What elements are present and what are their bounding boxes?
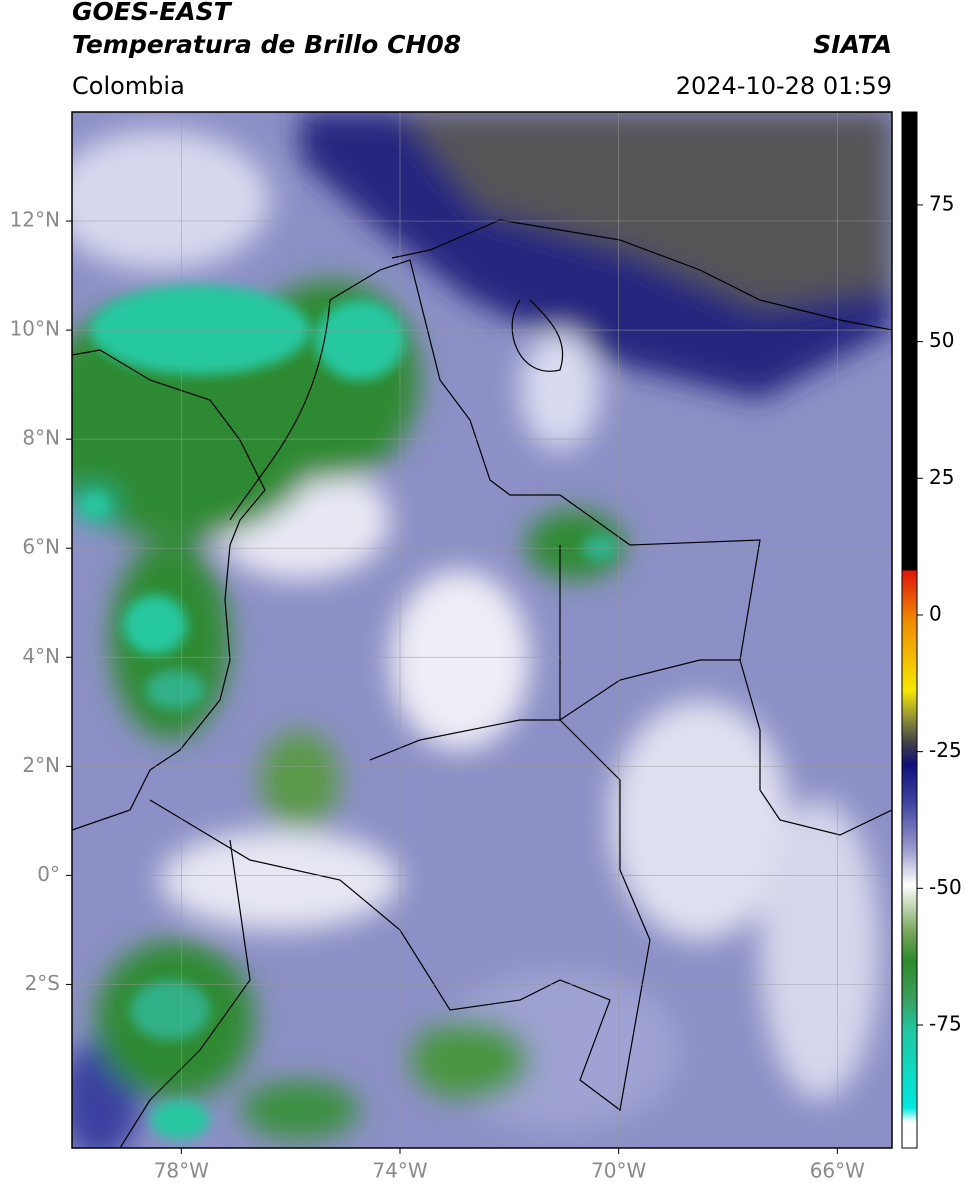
colorbar-tick-label: 75: [929, 191, 954, 215]
product-title: Temperatura de Brillo CH08: [72, 30, 461, 59]
region: Colombia: [72, 72, 185, 100]
x-tick-label: 70°W: [591, 1159, 646, 1183]
x-tick-label: 74°W: [372, 1159, 427, 1183]
map-frame: [71, 111, 893, 1149]
colorbar-tick-label: 50: [929, 328, 954, 352]
y-tick-label: 2°N: [22, 753, 60, 777]
colorbar-tick-label: -75: [929, 1011, 962, 1035]
colorbar-tick-label: -25: [929, 738, 962, 762]
y-tick-label: 4°N: [22, 644, 60, 668]
satellite-title: GOES-EAST: [72, 0, 233, 26]
y-tick-label: 6°N: [22, 535, 60, 559]
y-tick-label: 12°N: [10, 208, 60, 232]
x-tick-label: 66°W: [810, 1159, 865, 1183]
colorbar-tick-label: 0: [929, 601, 942, 625]
datetime: 2024-10-28 01:59: [676, 72, 892, 100]
y-tick-label: 0°: [37, 862, 60, 886]
y-tick-label: 2°S: [25, 971, 60, 995]
y-tick-label: 8°N: [22, 426, 60, 450]
imagery: [72, 112, 892, 1148]
colorbar-tick-label: 25: [929, 465, 954, 489]
colorbar: [901, 111, 918, 1149]
colorbar-tick-label: -50: [929, 875, 962, 899]
y-tick-label: 10°N: [10, 317, 60, 341]
source: SIATA: [813, 30, 892, 59]
x-tick-label: 78°W: [154, 1159, 209, 1183]
